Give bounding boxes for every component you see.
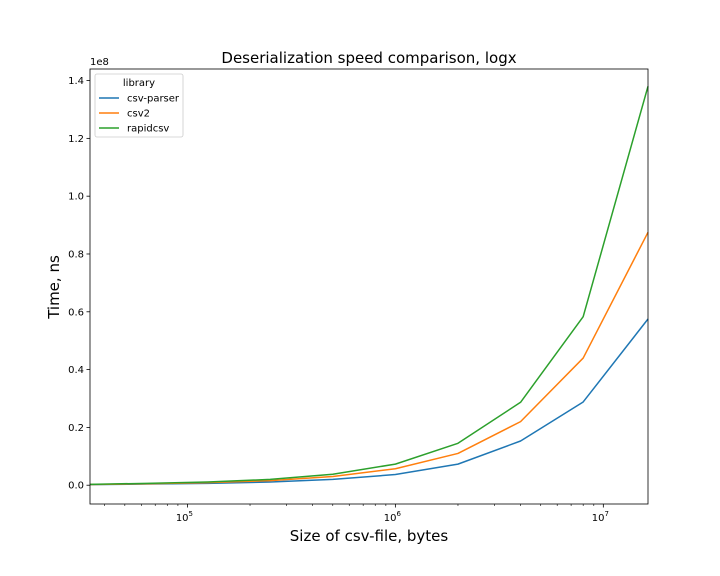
series-layer: [89, 86, 649, 486]
x-tick-label: 105: [176, 510, 193, 524]
y-tick-label: 0.6: [68, 307, 84, 318]
y-offset-label: 1e8: [90, 57, 109, 68]
x-tick-base: 10: [592, 513, 605, 524]
y-tick-label: 0.4: [68, 365, 84, 376]
series-line-rapidcsv: [89, 86, 649, 486]
y-tick-label: 1.4: [68, 76, 84, 87]
x-tick-exponent: 6: [397, 510, 402, 518]
y-tick-label: 0.8: [68, 249, 84, 260]
y-tick-label: 1.0: [68, 192, 84, 203]
x-tick-exponent: 5: [189, 510, 193, 518]
y-tick-label: 0.2: [68, 423, 84, 434]
x-tick-label: 107: [592, 510, 609, 524]
legend-entries: csv-parser csv2 rapidcsv: [99, 94, 180, 135]
y-axis-label: Time, ns: [45, 255, 63, 320]
y-tick-label: 0.0: [68, 481, 84, 492]
x-tick-label: 106: [384, 510, 402, 524]
x-tick-base: 10: [384, 513, 397, 524]
chart-title: Deserialization speed comparison, logx: [221, 49, 516, 67]
x-tick-exponent: 7: [604, 510, 608, 518]
legend-label-csv2: csv2: [127, 109, 150, 120]
x-axis-label: Size of csv-file, bytes: [290, 527, 449, 545]
y-tick-label: 1.2: [68, 134, 84, 145]
plot-frame: [89, 68, 649, 505]
legend-label-rapidcsv: rapidcsv: [127, 124, 169, 135]
legend-title: library: [123, 78, 155, 89]
legend: library csv-parser csv2 rapidcsv: [94, 73, 184, 138]
legend-box: [94, 73, 184, 138]
x-tick-base: 10: [176, 513, 189, 524]
legend-label-csv-parser: csv-parser: [127, 94, 180, 105]
